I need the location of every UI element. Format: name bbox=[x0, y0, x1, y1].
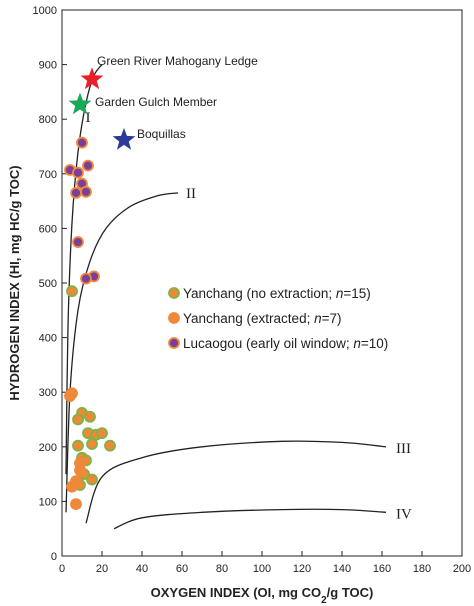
point-series-2 bbox=[80, 272, 92, 285]
legend-label: Lucaogou (early oil window; n=10) bbox=[183, 336, 388, 351]
star-label: Garden Gulch Member bbox=[95, 95, 217, 109]
x-tick-label: 180 bbox=[413, 563, 431, 575]
y-axis-title: HYDROGEN INDEX (HI, mg HC/g TOC) bbox=[7, 165, 22, 400]
x-tick-label: 160 bbox=[373, 563, 391, 575]
y-tick-label: 100 bbox=[39, 496, 57, 508]
legend-marker bbox=[168, 312, 180, 324]
x-tick-label: 120 bbox=[293, 563, 311, 575]
point-series-1 bbox=[70, 498, 82, 511]
plot-frame bbox=[61, 9, 463, 557]
axes: 0 20 40 60 80 100 120 140 160 180 200 0 100 200 300 400… bbox=[33, 5, 472, 575]
x-tick-label: 20 bbox=[96, 563, 108, 575]
legend-label: Yanchang (extracted; n=7) bbox=[183, 311, 341, 326]
data-points bbox=[64, 136, 116, 511]
point-series-2 bbox=[72, 236, 84, 248]
point-series-2 bbox=[80, 185, 92, 198]
point-series-1 bbox=[66, 480, 78, 493]
y-tick-label: 1000 bbox=[33, 5, 57, 17]
x-tick-label: 40 bbox=[136, 563, 148, 575]
point-series-1 bbox=[74, 464, 86, 477]
point-series-0 bbox=[66, 285, 78, 298]
y-tick-label: 600 bbox=[39, 223, 57, 235]
y-tick-label: 700 bbox=[39, 169, 57, 181]
star-label: Boquillas bbox=[137, 127, 186, 141]
y-tick-label: 200 bbox=[39, 442, 57, 454]
point-series-2 bbox=[70, 187, 82, 199]
x-tick-label: 60 bbox=[176, 563, 188, 575]
point-series-0 bbox=[96, 427, 108, 440]
y-tick-label: 800 bbox=[39, 114, 57, 126]
x-tick-label: 140 bbox=[333, 563, 351, 575]
x-axis-title: OXYGEN INDEX (OI, mg CO2/g TOC) bbox=[151, 585, 374, 606]
point-series-0 bbox=[84, 410, 96, 423]
legend-marker bbox=[168, 287, 180, 299]
y-tick-label: 500 bbox=[39, 278, 57, 290]
star-marker bbox=[80, 67, 104, 90]
x-tick-label: 200 bbox=[453, 563, 471, 575]
x-tick-label: 80 bbox=[216, 563, 228, 575]
curve-type-iv bbox=[113, 508, 387, 530]
point-series-0 bbox=[86, 473, 98, 486]
star-label: Green River Mahogany Ledge bbox=[97, 54, 258, 68]
reference-stars: Green River Mahogany Ledge Garden Gulch M… bbox=[68, 54, 258, 150]
point-series-0 bbox=[72, 439, 84, 452]
x-tick-label: 100 bbox=[253, 563, 271, 575]
curve-label-ii: II bbox=[186, 186, 196, 202]
y-tick-label: 300 bbox=[39, 387, 57, 399]
star-marker bbox=[68, 92, 92, 115]
point-series-0 bbox=[86, 438, 98, 450]
point-series-0 bbox=[72, 413, 84, 426]
legend-label: Yanchang (no extraction; n=15) bbox=[183, 286, 371, 301]
curve-label-iii: III bbox=[396, 441, 411, 457]
point-series-2 bbox=[76, 136, 88, 149]
curve-label-iv: IV bbox=[396, 506, 412, 522]
curve-type-iii bbox=[85, 440, 387, 524]
y-tick-label: 0 bbox=[51, 551, 57, 563]
curve-label-i: I bbox=[86, 110, 91, 126]
point-series-0 bbox=[104, 439, 116, 452]
star-marker bbox=[112, 127, 136, 150]
point-series-2 bbox=[82, 159, 94, 172]
legend: Yanchang (no extraction; n=15) Yanchang (… bbox=[168, 286, 388, 351]
point-series-2 bbox=[72, 166, 84, 179]
legend-marker bbox=[168, 337, 180, 349]
y-tick-label: 400 bbox=[39, 333, 57, 345]
point-series-1 bbox=[64, 390, 76, 402]
x-tick-label: 0 bbox=[59, 563, 65, 575]
y-tick-label: 900 bbox=[39, 60, 57, 72]
